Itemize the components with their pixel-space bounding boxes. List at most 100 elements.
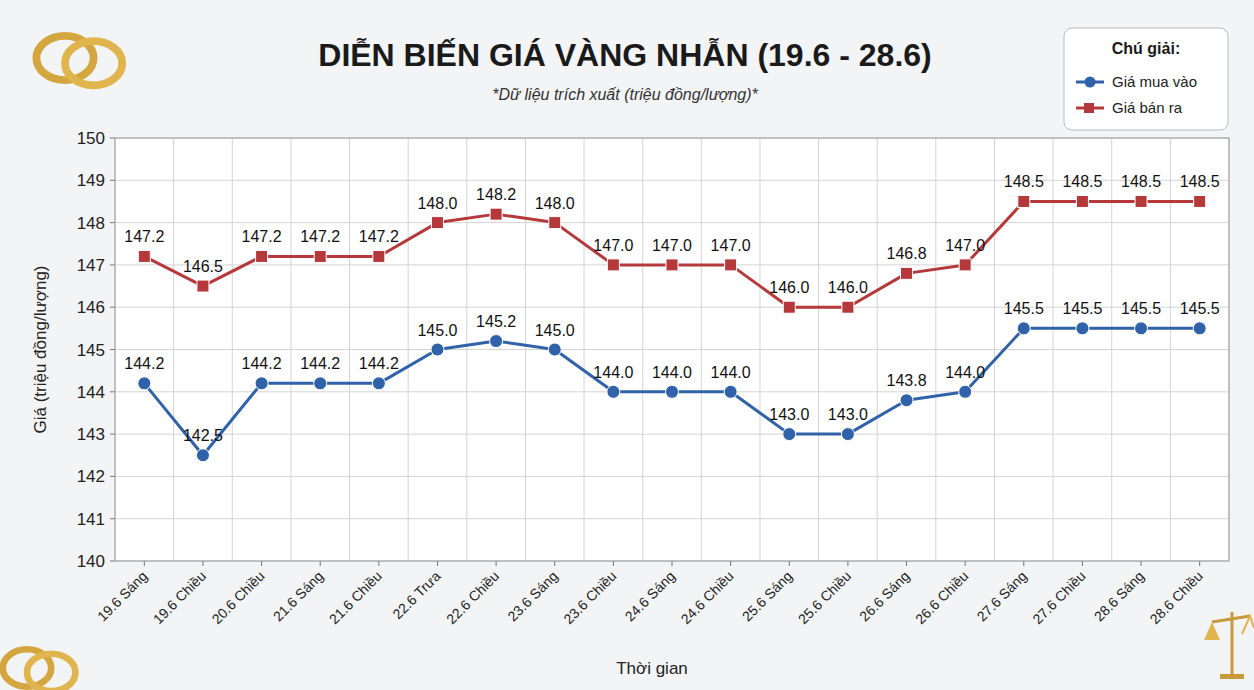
x-tick: [789, 561, 790, 566]
data-label: 146.8: [887, 245, 927, 262]
y-tick-label: 144: [77, 383, 105, 402]
scale-part: [1204, 622, 1220, 640]
point: [431, 343, 444, 356]
ring-icon: [36, 36, 122, 85]
point: [314, 377, 327, 390]
point: [196, 449, 209, 462]
data-labels: 144.2142.5144.2144.2144.2145.0145.2145.0…: [124, 173, 1220, 444]
point: [1076, 322, 1089, 335]
marks: [138, 195, 1206, 461]
grid-line-y: [115, 476, 1229, 477]
x-tick: [847, 561, 848, 566]
point: [490, 335, 503, 348]
y-tick-label: 141: [77, 510, 105, 529]
y-tick-label: 147: [77, 256, 105, 275]
grid-line-y: [115, 434, 1229, 435]
scale-part: [1212, 616, 1250, 622]
scale-part: [1231, 612, 1234, 676]
data-label: 142.5: [183, 427, 223, 444]
ring-icon: [3, 649, 76, 690]
data-label: 145.0: [535, 322, 575, 339]
y-tick: [110, 180, 115, 181]
ring: [65, 41, 122, 85]
data-label: 144.2: [242, 355, 282, 372]
point: [783, 428, 796, 441]
x-tick: [965, 561, 966, 566]
data-label: 144.0: [945, 364, 985, 381]
x-tick: [554, 561, 555, 566]
data-label: 144.0: [652, 364, 692, 381]
scale-icon: [1204, 612, 1254, 679]
x-tick: [906, 561, 907, 566]
point: [842, 301, 854, 313]
x-tick-label: 28.6 Chiều: [1147, 568, 1206, 627]
data-label: 144.2: [359, 355, 399, 372]
y-tick: [110, 561, 115, 562]
point: [138, 377, 151, 390]
x-tick: [1023, 561, 1024, 566]
x-tick: [1141, 561, 1142, 566]
x-tick: [613, 561, 614, 566]
ring: [27, 654, 75, 690]
data-label: 144.0: [711, 364, 751, 381]
scale-part: [1220, 674, 1244, 679]
x-tick-label: 24.6 Sáng: [622, 568, 678, 624]
x-tick-label: 25.6 Sáng: [739, 568, 795, 624]
y-tick-label: 145: [77, 341, 105, 360]
legend-marker: [1085, 77, 1096, 88]
x-tick: [496, 561, 497, 566]
scale-part: [1242, 616, 1254, 634]
data-label: 147.2: [300, 228, 340, 245]
point: [1017, 322, 1030, 335]
data-label: 146.0: [769, 279, 809, 296]
grid-line-y: [115, 222, 1229, 223]
data-label: 144.2: [124, 355, 164, 372]
grid-line-y: [115, 518, 1229, 519]
point: [666, 385, 679, 398]
y-tick: [110, 476, 115, 477]
legend-label: Giá bán ra: [1112, 99, 1183, 116]
point: [1018, 195, 1030, 207]
title: DIỄN BIẾN GIÁ VÀNG NHẪN (19.6 - 28.6): [318, 37, 931, 73]
y-tick: [110, 518, 115, 519]
x-tick-label: 22.6 Chiều: [443, 568, 502, 627]
plot-frame: [115, 138, 1229, 561]
y-tick: [110, 222, 115, 223]
data-label: 143.0: [828, 406, 868, 423]
x-tick: [261, 561, 262, 566]
x-axis-title: Thời gian: [616, 659, 688, 678]
point: [549, 217, 561, 229]
point: [783, 301, 795, 313]
y-tick: [110, 349, 115, 350]
point: [256, 250, 268, 262]
point: [901, 267, 913, 279]
data-label: 147.0: [945, 237, 985, 254]
y-tick: [110, 138, 115, 139]
x-tick: [1082, 561, 1083, 566]
data-label: 143.8: [887, 372, 927, 389]
data-label: 147.0: [593, 237, 633, 254]
legend-box: [1064, 28, 1228, 130]
point: [900, 394, 913, 407]
subtitle: *Dữ liệu trích xuất (triệu đồng/lượng)*: [492, 86, 758, 103]
data-label: 146.5: [183, 258, 223, 275]
x-tick-label: 19.6 Sáng: [94, 568, 150, 624]
x-tick-label: 23.6 Chiều: [560, 568, 619, 627]
point: [607, 259, 619, 271]
y-tick: [110, 391, 115, 392]
point: [1194, 195, 1206, 207]
x-tick: [320, 561, 321, 566]
series-line: [144, 201, 1199, 307]
x-tick-label: 19.6 Chiều: [150, 568, 209, 627]
x-tick-label: 28.6 Sáng: [1091, 568, 1147, 624]
x-tick: [437, 561, 438, 566]
y-tick-label: 148: [77, 214, 105, 233]
data-label: 145.2: [476, 313, 516, 330]
data-label: 147.2: [242, 228, 282, 245]
x-tick: [730, 561, 731, 566]
x-tick-label: 25.6 Chiều: [795, 568, 854, 627]
x-tick: [672, 561, 673, 566]
data-label: 145.5: [1062, 300, 1102, 317]
point: [959, 259, 971, 271]
data-label: 144.2: [300, 355, 340, 372]
